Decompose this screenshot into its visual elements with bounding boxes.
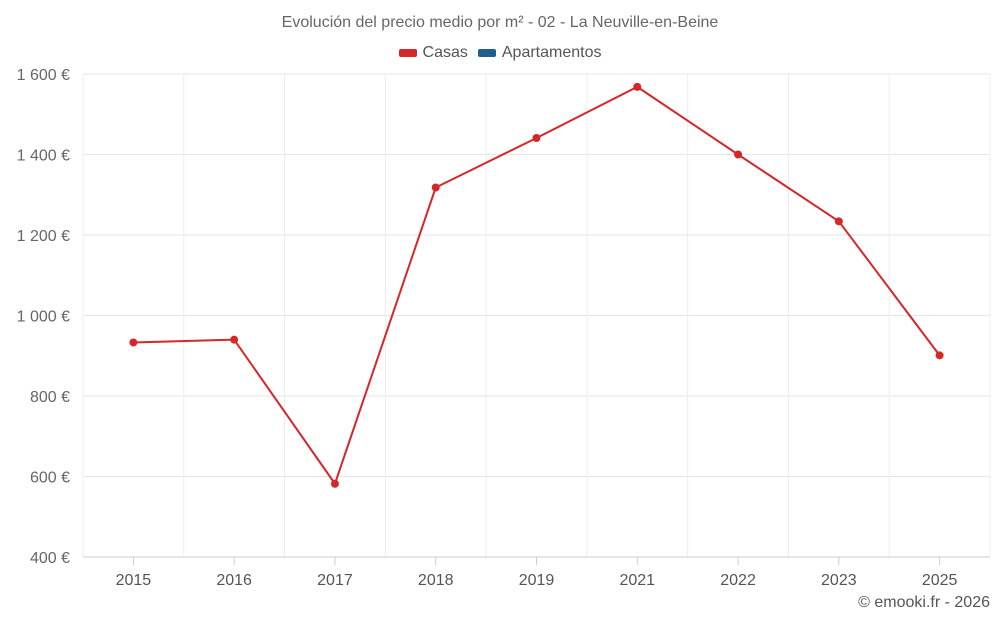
data-point-casas: [734, 150, 743, 159]
y-tick-label: 1 000 €: [17, 309, 70, 326]
legend-item-casas[interactable]: Casas: [398, 44, 468, 62]
legend-label-casas: Casas: [422, 44, 468, 61]
x-tick-label: 2017: [317, 572, 353, 589]
series-layer: [129, 82, 944, 488]
data-point-casas: [834, 217, 843, 226]
x-tick-label: 2022: [720, 572, 756, 589]
data-point-casas: [633, 82, 642, 91]
data-point-casas: [330, 479, 339, 488]
legend-label-apartamentos: Apartamentos: [501, 44, 602, 61]
y-tick-label: 800 €: [30, 389, 70, 406]
legend-item-apartamentos[interactable]: Apartamentos: [477, 44, 602, 62]
data-point-casas: [230, 335, 239, 344]
credit-text: © emooki.fr - 2026: [858, 594, 990, 611]
y-tick-label: 600 €: [30, 470, 70, 487]
legend-swatch-casas: [398, 49, 417, 57]
y-tick-label: 400 €: [30, 550, 70, 567]
data-point-casas: [129, 338, 138, 347]
y-tick-label: 1 600 €: [17, 67, 70, 84]
grid-layer: [82, 73, 991, 557]
data-point-casas: [935, 351, 944, 360]
legend-swatch-apartamentos: [477, 49, 496, 57]
y-tick-label: 1 200 €: [17, 228, 70, 245]
x-tick-label: 2015: [116, 572, 152, 589]
x-tick-label: 2025: [922, 572, 958, 589]
chart-title: Evolución del precio medio por m² - 02 -…: [281, 14, 719, 31]
x-tick-label: 2016: [216, 572, 252, 589]
x-tick-label: 2019: [519, 572, 555, 589]
chart-legend: Casas Apartamentos: [0, 44, 1000, 62]
y-tick-label: 1 400 €: [17, 148, 70, 165]
axis-layer: 400 € 600 € 800 € 1 000 € 1 200 € 1 400 € 1 60…: [17, 67, 990, 589]
x-tick-label: 2023: [821, 572, 857, 589]
data-point-casas: [532, 133, 541, 142]
data-point-casas: [431, 183, 440, 192]
x-tick-label: 2021: [619, 572, 655, 589]
series-line-casas: [133, 85, 941, 485]
x-tick-label: 2018: [418, 572, 454, 589]
